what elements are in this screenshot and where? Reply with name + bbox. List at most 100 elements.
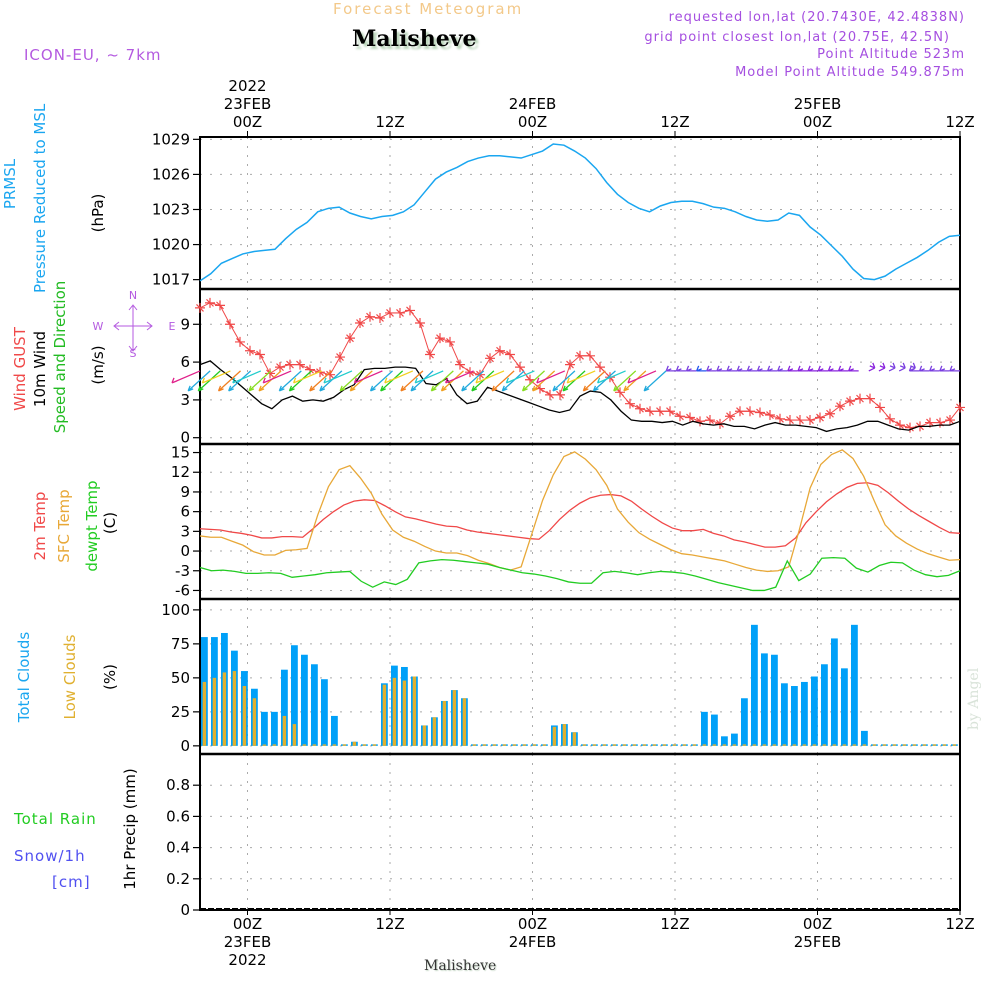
total-clouds-bar	[281, 669, 288, 746]
gust-marker	[865, 393, 875, 404]
gust-marker	[305, 364, 315, 375]
low-clouds-bar	[262, 744, 267, 746]
wind-direction-arrow	[532, 370, 556, 392]
wind-direction-arrow	[491, 370, 515, 392]
wind-direction-arrow	[696, 365, 707, 372]
total-clouds-bar	[841, 668, 848, 746]
y-tick-label: 1029	[152, 130, 190, 148]
gust-marker	[375, 312, 385, 323]
low-clouds-bar	[832, 744, 837, 746]
wind-direction-arrow	[521, 370, 545, 392]
gust-marker	[225, 319, 235, 330]
wind-direction-arrow	[505, 370, 535, 384]
low-clouds-bar	[302, 744, 307, 746]
wind-direction-arrow	[292, 370, 322, 384]
low-clouds-bar	[232, 671, 237, 746]
wind-direction-arrow	[807, 365, 819, 372]
wind-direction-arrow	[430, 370, 454, 392]
low-clouds-bar	[872, 744, 877, 746]
wind-direction-arrow	[171, 370, 201, 384]
y-tick-label: 0	[180, 901, 190, 919]
wind-direction-arrow	[582, 370, 606, 392]
gust-marker	[955, 402, 965, 413]
low-clouds-bar	[882, 744, 887, 746]
low-clouds-bar	[812, 744, 817, 746]
gust-marker	[885, 413, 895, 424]
top-date-label: 23FEB	[224, 95, 271, 113]
low-clouds-bar	[662, 744, 667, 746]
low-clouds-bar	[862, 744, 867, 746]
wind-direction-arrow	[643, 370, 667, 392]
low-clouds-bar	[902, 744, 907, 746]
wind-direction-arrow	[675, 365, 687, 372]
y-tick-label: 15	[171, 444, 190, 462]
low-clouds-bar	[742, 744, 747, 746]
top-hour-label: 00Z	[803, 113, 832, 131]
low-clouds-bar	[212, 677, 217, 746]
low-clouds-bar	[802, 744, 807, 746]
low-clouds-bar	[592, 744, 597, 746]
gust-marker	[425, 349, 435, 360]
wind-direction-arrow	[939, 365, 950, 372]
gust-marker	[945, 415, 955, 426]
bottom-date-label: 24FEB	[509, 933, 556, 951]
y-tick-label: 0.2	[166, 870, 190, 888]
wind-direction-arrow	[756, 365, 768, 372]
total-clouds-bar	[311, 664, 318, 746]
low-clouds-bar	[672, 744, 677, 746]
wind-direction-arrow	[627, 370, 657, 384]
total-clouds-bar	[741, 698, 748, 746]
y-tick-label: 3	[180, 522, 190, 540]
wind-direction-arrow	[827, 365, 839, 372]
footer-station: Malisheve	[424, 958, 497, 974]
low-clouds-bar	[542, 744, 547, 746]
wind-direction-arrow	[613, 370, 637, 392]
gust-marker	[455, 359, 465, 370]
low-clouds-bar	[252, 698, 257, 746]
bottom-date-label: 25FEB	[794, 933, 841, 951]
low-clouds-bar	[562, 724, 567, 746]
low-clouds-bar	[512, 744, 517, 746]
gust-marker	[595, 362, 605, 373]
wind-direction-arrow	[309, 370, 333, 392]
low-clouds-bar	[412, 676, 417, 746]
wind-direction-arrow	[201, 370, 231, 384]
low-clouds-bar	[492, 744, 497, 746]
y-tick-label: 0	[180, 737, 190, 755]
low-clouds-bar	[282, 715, 287, 746]
gust-marker	[365, 311, 375, 322]
gust-marker	[215, 300, 225, 311]
gust-marker	[505, 349, 515, 360]
total-clouds-bar	[291, 645, 298, 746]
low-clouds-bar	[322, 744, 327, 746]
total-clouds-bar	[271, 711, 278, 746]
wind-direction-arrow	[471, 370, 495, 392]
snow-unit-label: [cm]	[52, 873, 91, 891]
y-tick-label: 12	[171, 463, 190, 481]
low-clouds-bar	[852, 744, 857, 746]
gust-marker	[575, 350, 585, 361]
bottom-hour-label: 12Z	[945, 915, 974, 933]
gust-marker	[495, 345, 505, 356]
wind-direction-arrow	[440, 370, 464, 392]
sfc-temp-line	[199, 449, 961, 573]
gust-marker	[645, 406, 655, 417]
wind-direction-arrow	[319, 370, 343, 392]
y-tick-label: -6	[175, 581, 190, 599]
pressure-line	[199, 143, 961, 282]
gust-marker	[695, 416, 705, 427]
wind-direction-arrow	[349, 370, 373, 392]
gust-line	[199, 302, 961, 429]
wind-direction-arrow	[868, 362, 876, 372]
gust-marker	[845, 396, 855, 407]
y-tick-label: 75	[171, 635, 190, 653]
gust-marker	[725, 411, 735, 422]
wind-direction-arrow	[552, 370, 576, 392]
low-clouds-bar	[652, 744, 657, 746]
gust-marker	[815, 412, 825, 423]
low-clouds-bar	[462, 698, 467, 746]
wind-direction-arrow	[400, 370, 424, 392]
low-clouds-bar	[382, 684, 387, 746]
wind-direction-arrow	[566, 370, 596, 384]
model-altitude: Model Point Altitude 549.875m	[735, 65, 965, 80]
